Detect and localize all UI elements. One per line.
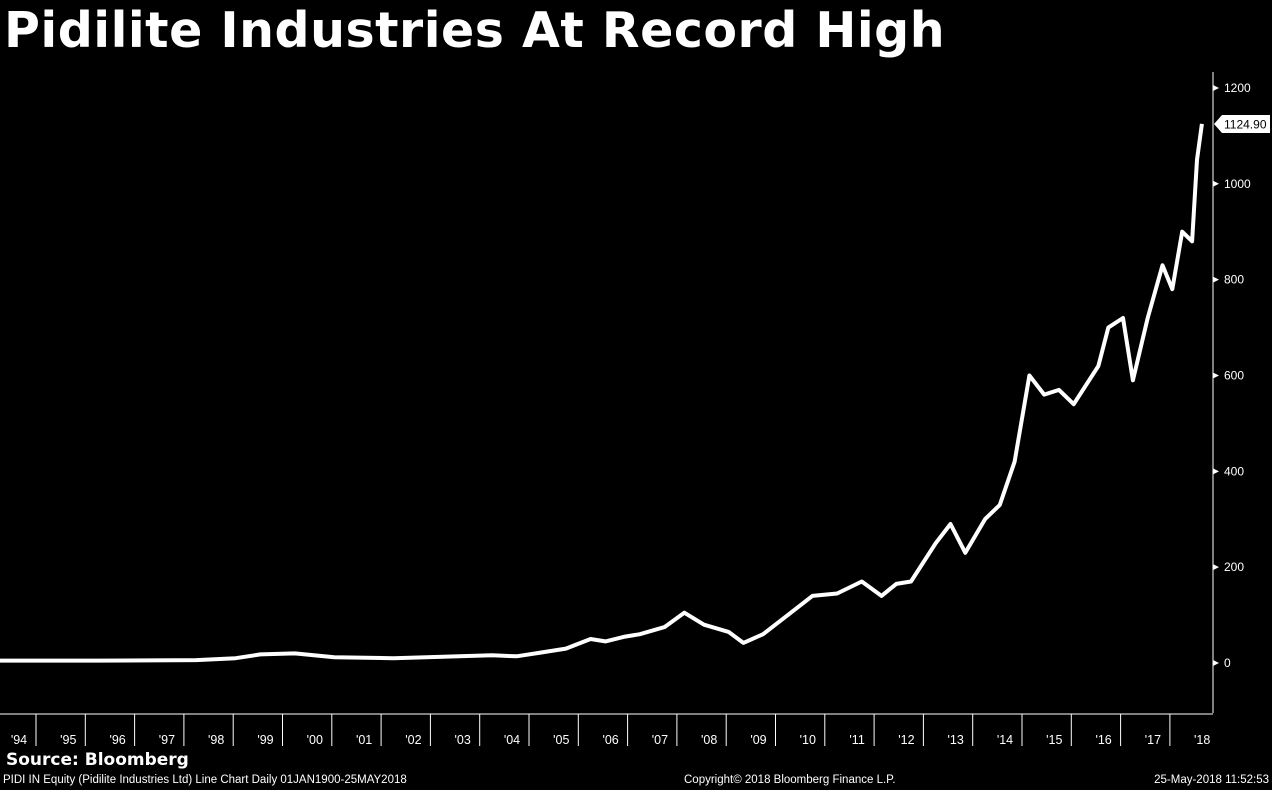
x-tick-label: '03 <box>455 733 471 747</box>
x-tick-label: '09 <box>750 733 766 747</box>
y-tick-mark <box>1213 84 1219 91</box>
y-tick-mark <box>1213 180 1219 187</box>
y-tick-mark <box>1213 660 1219 666</box>
last-value-tag <box>1214 114 1270 133</box>
x-tick-label: '07 <box>652 733 668 747</box>
x-tick-label: '08 <box>701 733 717 747</box>
source-label: Source: Bloomberg <box>6 750 189 770</box>
y-tick-label: 800 <box>1224 273 1244 287</box>
x-tick-label: '17 <box>1145 733 1161 747</box>
y-tick-label: 600 <box>1224 368 1244 382</box>
last-value-label: 1124.90 <box>1224 117 1267 131</box>
y-tick-mark <box>1213 372 1219 379</box>
x-tick-label: '00 <box>307 733 323 747</box>
y-tick-label: 400 <box>1224 464 1244 478</box>
y-tick-mark <box>1213 468 1219 475</box>
x-tick-label: '06 <box>602 733 618 747</box>
x-tick-label: '01 <box>356 733 372 747</box>
footer-timestamp: 25-May-2018 11:52:53 <box>1154 774 1269 786</box>
x-tick-label: '97 <box>159 733 175 747</box>
x-tick-label: '10 <box>800 733 816 747</box>
y-tick-label: 200 <box>1224 560 1244 574</box>
x-tick-label: '02 <box>405 733 421 747</box>
x-tick-label: '18 <box>1194 733 1210 747</box>
x-tick-label: '96 <box>109 733 125 747</box>
x-tick-label: '94 <box>11 733 27 747</box>
y-tick-mark <box>1213 276 1219 283</box>
x-tick-label: '13 <box>948 733 964 747</box>
x-tick-label: '15 <box>1046 733 1062 747</box>
x-tick-label: '04 <box>504 733 520 747</box>
x-tick-label: '11 <box>849 733 864 747</box>
chart-title: Pidilite Industries At Record High <box>4 2 946 59</box>
x-tick-label: '95 <box>60 733 76 747</box>
price-line <box>0 123 1204 663</box>
x-tick-label: '12 <box>898 733 914 747</box>
x-tick-label: '05 <box>553 733 569 747</box>
footer-copyright: Copyright© 2018 Bloomberg Finance L.P. <box>684 774 896 786</box>
y-tick-mark <box>1213 564 1219 571</box>
y-tick-label: 1200 <box>1224 81 1251 95</box>
x-tick-label: '14 <box>997 733 1013 747</box>
x-tick-label: '99 <box>257 733 273 747</box>
x-tick-label: '16 <box>1095 733 1111 747</box>
footer-description: PIDI IN Equity (Pidilite Industries Ltd)… <box>3 774 407 786</box>
y-tick-label: 0 <box>1224 656 1231 670</box>
y-tick-label: 1000 <box>1224 177 1251 191</box>
x-tick-label: '98 <box>208 733 224 747</box>
